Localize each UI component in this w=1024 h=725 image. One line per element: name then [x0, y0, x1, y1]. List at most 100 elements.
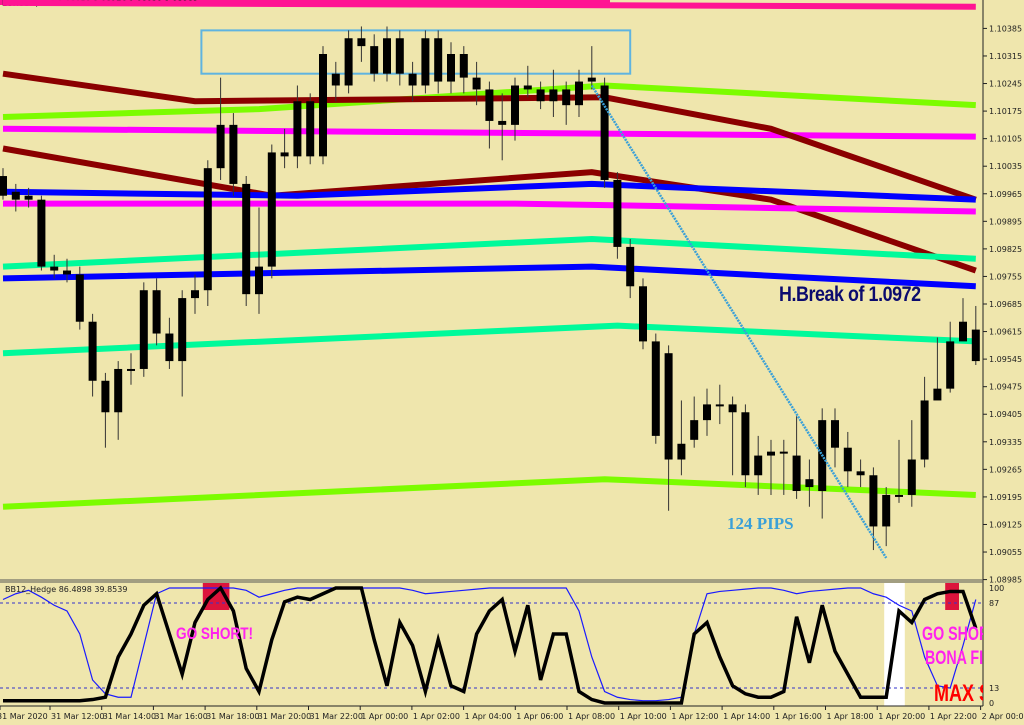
candle — [639, 278, 647, 350]
candle-body — [728, 404, 737, 413]
bona-fide-annotation: BONA FIDE — [925, 648, 983, 670]
candle — [728, 396, 737, 476]
candle-body — [127, 368, 135, 371]
candle — [664, 345, 673, 511]
candle — [754, 435, 763, 495]
candle — [178, 290, 187, 397]
candle-body — [11, 191, 20, 200]
resistance-zone-rectangle[interactable] — [200, 29, 632, 75]
candle-body — [511, 85, 519, 125]
time-tick-label: 1 Apr 14:00 — [723, 712, 770, 721]
price-tick-label: 1.09475 — [989, 383, 1022, 392]
candle — [434, 30, 443, 94]
candle-body — [920, 400, 929, 460]
candle — [818, 408, 827, 519]
time-tick-label: 1 Apr 06:00 — [516, 712, 563, 721]
candle — [383, 26, 391, 82]
candle-body — [946, 341, 955, 389]
candle-body — [114, 368, 123, 413]
candle-body — [0, 176, 7, 196]
candle-body — [50, 266, 59, 271]
candle-body — [677, 443, 686, 460]
candle-body — [651, 341, 660, 436]
candle-body — [24, 195, 33, 200]
price-tick-label: 1.09685 — [989, 300, 1022, 309]
signal-box — [945, 583, 959, 610]
candle — [0, 168, 7, 200]
candle — [11, 183, 20, 212]
candle-body — [383, 38, 391, 74]
candle-body — [395, 38, 404, 74]
price-tick-label: 1.09195 — [989, 493, 1022, 502]
candle-body — [792, 455, 801, 492]
candle-body — [843, 447, 852, 472]
candle-body — [75, 274, 84, 322]
candle — [114, 361, 123, 440]
time-tick-label: 1 Apr 22:00 — [930, 712, 977, 721]
trend-line[interactable] — [590, 84, 888, 559]
candle — [101, 372, 110, 448]
candle-body — [255, 266, 263, 295]
moving-average-line-4 — [2, 145, 977, 274]
candle-body — [408, 73, 417, 86]
candle-body — [575, 81, 583, 106]
candle — [485, 81, 494, 149]
candle — [459, 46, 468, 94]
candle-body — [715, 404, 724, 407]
candle-body — [139, 290, 148, 369]
price-tick-label: 1.09755 — [989, 272, 1022, 281]
price-tick-label: 1.09965 — [989, 190, 1022, 199]
candle — [293, 85, 302, 169]
candle — [24, 187, 33, 208]
time-tick-label: 31 Mar 18:00 — [206, 712, 259, 721]
time-tick-label: 2 Apr 00:00 — [982, 712, 1024, 721]
moving-average-line-5 — [2, 180, 976, 203]
candle-body — [37, 199, 46, 267]
candle-body — [639, 286, 647, 342]
candle — [920, 376, 929, 468]
candle-body — [152, 290, 161, 334]
price-tick-label: 1.09335 — [989, 438, 1022, 447]
candle-body — [165, 333, 174, 362]
price-tick-label: 1.10245 — [989, 80, 1022, 89]
time-tick-label: 31 Mar 16:00 — [154, 712, 207, 721]
max-s-annotation: MAX S — [934, 680, 983, 708]
candle-body — [306, 101, 315, 157]
candle-body — [331, 73, 340, 86]
candle — [242, 176, 251, 306]
price-tick-label: 1.10105 — [989, 135, 1022, 144]
go-short-2-text: GO SHORT — [922, 624, 983, 645]
candle-body — [242, 183, 251, 295]
candle — [447, 42, 455, 94]
moving-average-line-0 — [2, 0, 976, 10]
candle — [152, 278, 161, 346]
candle-body — [536, 89, 545, 102]
candle-body — [229, 124, 238, 184]
go-short-annotation: GO SHORT! — [176, 624, 254, 643]
price-tick-label: 1.09055 — [989, 548, 1022, 557]
candle — [587, 46, 596, 90]
candle — [715, 384, 724, 425]
indicator-level-label: 13 — [989, 684, 999, 693]
candle-body — [869, 475, 878, 527]
time-tick-label: 1 Apr 20:00 — [878, 712, 925, 721]
candle-body — [319, 54, 327, 157]
candle — [229, 113, 238, 196]
candle-body — [216, 124, 225, 169]
candle-body — [472, 77, 481, 90]
time-tick-label: 1 Apr 02:00 — [413, 712, 460, 721]
candle — [907, 420, 916, 507]
candle — [856, 459, 865, 488]
candle — [767, 439, 775, 495]
candle — [267, 144, 276, 279]
candle — [88, 313, 97, 397]
candle — [843, 431, 852, 488]
candle — [319, 46, 327, 165]
time-tick-label: 31 Mar 20:00 — [258, 712, 311, 721]
candle — [408, 61, 417, 102]
candle-body — [882, 494, 891, 527]
time-tick-label: 31 Mar 2020 — [0, 712, 48, 721]
candle-body — [664, 353, 673, 460]
